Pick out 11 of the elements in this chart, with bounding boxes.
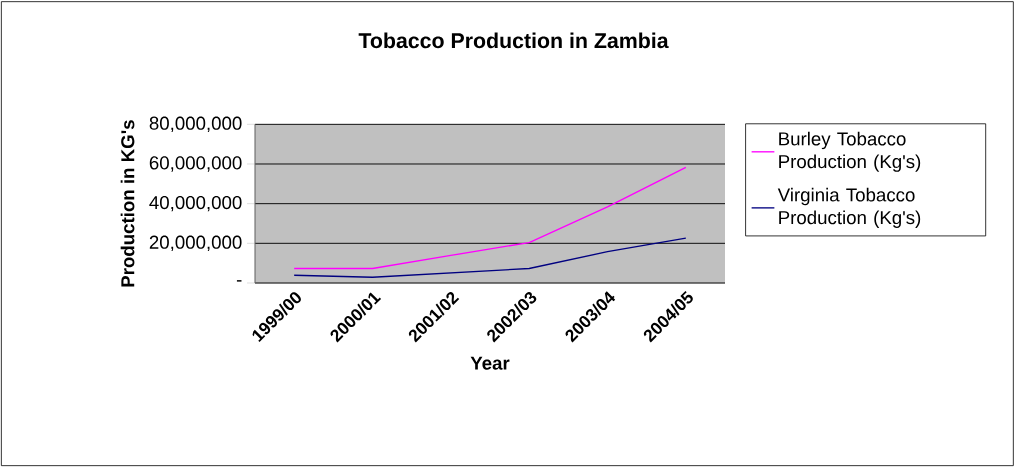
legend-label: Burley Tobacco Production (Kg's)	[779, 131, 921, 172]
line-series	[293, 166, 687, 270]
y-tick-label: 20,000,000	[149, 235, 242, 252]
legend-label: Virginia Tobacco Production (Kg's)	[777, 187, 921, 228]
y-tick-label: 40,000,000	[149, 195, 242, 212]
y-tick-label: 60,000,000	[149, 156, 242, 172]
chart-title: Tobacco Production in Zambia	[358, 32, 669, 49]
y-tick-label: -	[236, 280, 242, 282]
y-tick-label: 80,000,000	[149, 116, 242, 133]
y-axis-title: Production in KG's	[120, 120, 135, 287]
x-axis-title: Year	[470, 356, 510, 370]
